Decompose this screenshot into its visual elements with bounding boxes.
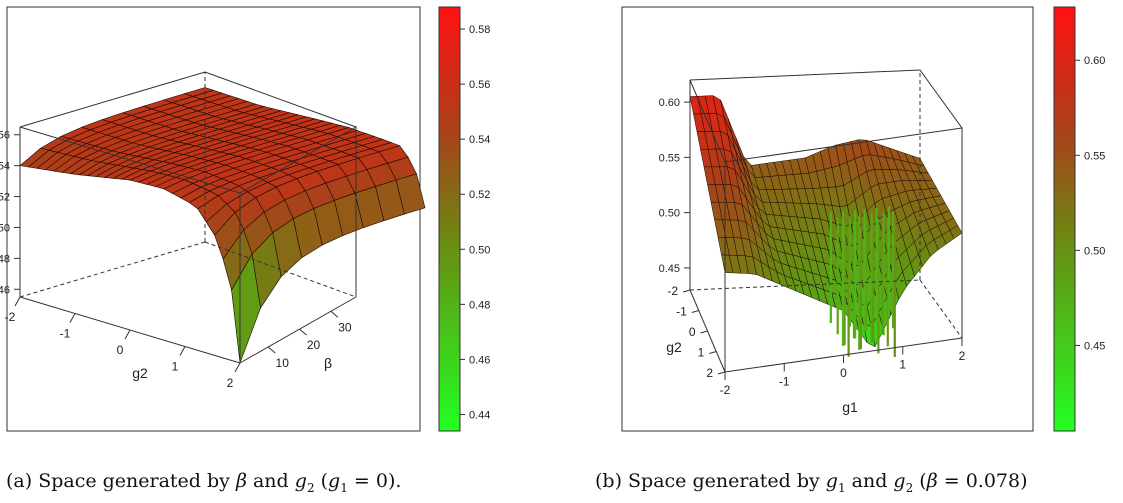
caption-a-cond-var: g	[328, 470, 341, 492]
caption-b-cond-var: β	[926, 470, 938, 492]
colorbar-a-tick-label-5: 0.54	[469, 134, 490, 146]
y-axis-label-a: β	[324, 355, 332, 371]
y-tick-b-4	[717, 371, 726, 375]
caption-b-and: and	[851, 470, 888, 492]
caption-a-and: and	[252, 470, 289, 492]
caption-b-v2: g	[893, 470, 906, 492]
panel-a: -2 -1 0 1 2 g2 10 20 30 β 0.46 0.48 0.50 0.52 0.54 0.56…	[0, 6, 490, 432]
caption-b-v2-sub: 2	[905, 480, 914, 495]
caption-b: (b) Space generated by g1 and g2 (β = 0.…	[595, 470, 1028, 495]
y-tick-b-2	[700, 330, 708, 334]
colorbar-a-tick-label-4: 0.52	[469, 189, 490, 201]
colorbar-b-tick-label-0: 0.45	[1084, 340, 1105, 352]
surface-facet	[231, 253, 261, 364]
z-tick-label-a-4: 0.54	[0, 161, 10, 173]
z-tick-label-a-3: 0.52	[0, 192, 10, 204]
y-tick-b-3	[709, 351, 717, 354]
z-tick-label-a-0: 0.46	[0, 284, 10, 296]
colorbar-b: 0.45 0.50 0.55 0.60	[1053, 6, 1105, 432]
x-tick-label-a-3: 1	[172, 360, 179, 374]
colorbar-a-tick-label-6: 0.56	[469, 79, 490, 91]
x-tick-label-b-1: -1	[779, 375, 790, 389]
x-tick-a-3	[179, 346, 186, 356]
caption-b-label: (b) Space generated by	[595, 470, 820, 492]
y-tick-label-b-2: 0	[689, 325, 696, 339]
z-tick-label-a-2: 0.50	[0, 222, 10, 234]
z-tick-label-b-1: 0.50	[659, 208, 680, 220]
box-edge	[239, 296, 357, 364]
surface-b	[689, 95, 963, 358]
caption-a-cond-rest: = 0).	[353, 470, 402, 492]
z-tick-label-b-2: 0.55	[659, 152, 680, 164]
y-tick-label-b-0: -2	[667, 284, 678, 298]
z-tick-label-b-0: 0.45	[659, 263, 680, 275]
caption-a-cond-sub: 1	[340, 480, 348, 495]
y-tick-b-0	[682, 289, 691, 293]
x-tick-a-4	[234, 362, 241, 373]
caption-b-cond-rest: = 0.078)	[943, 470, 1028, 492]
caption-b-v1: g	[825, 470, 838, 492]
y-tick-a-0	[267, 346, 276, 354]
y-tick-a-1	[299, 328, 307, 336]
x-tick-label-a-2: 0	[117, 343, 124, 357]
x-tick-label-a-1: -1	[60, 327, 71, 341]
box-top	[19, 71, 358, 194]
y-tick-a-2	[330, 310, 339, 318]
caption-a-v2-sub: 2	[306, 480, 315, 495]
surface-a	[19, 87, 426, 364]
x-tick-label-b-4: 2	[959, 349, 966, 363]
y-tick-label-a-0: 10	[276, 356, 290, 370]
z-tick-label-a-5: 0.56	[0, 130, 10, 142]
x-tick-label-b-2: 0	[840, 366, 847, 380]
caption-a-label: (a) Space generated by	[6, 470, 230, 492]
x-axis-label-b: g1	[842, 399, 858, 415]
colorbar-a-tick-label-2: 0.48	[469, 299, 490, 311]
caption-a-v2: g	[294, 470, 307, 492]
caption-a: (a) Space generated by β and g2 (g1 = 0)…	[6, 470, 401, 495]
colorbar-a-tick-label-1: 0.46	[469, 354, 490, 366]
x-tick-label-b-3: 1	[899, 358, 906, 372]
z-tick-label-b-3: 0.60	[659, 97, 680, 109]
y-tick-label-a-2: 30	[338, 320, 352, 334]
box-edge-hidden	[204, 241, 357, 298]
x-tick-label-a-0: -2	[5, 310, 16, 324]
y-tick-label-b-1: -1	[676, 305, 687, 319]
x-tick-a-0	[14, 296, 21, 307]
x-tick-a-1	[69, 313, 76, 323]
caption-b-v1-sub: 1	[837, 480, 846, 495]
x-tick-label-a-4: 2	[227, 376, 234, 390]
colorbar-a: 0.44 0.46 0.48 0.50 0.52 0.54 0.56 0.58	[438, 6, 490, 432]
y-tick-label-a-1: 20	[307, 338, 321, 352]
box-top	[689, 69, 963, 163]
x-tick-a-2	[124, 329, 131, 340]
y-tick-label-b-3: 1	[698, 346, 705, 360]
colorbar-a-tick-label-7: 0.58	[469, 24, 490, 36]
colorbar-b-tick-label-1: 0.50	[1084, 245, 1105, 257]
caption-a-cond-open: (	[320, 470, 329, 492]
z-tick-label-a-1: 0.48	[0, 253, 10, 265]
box-edge-hidden	[689, 279, 921, 291]
colorbar-a-tick-label-3: 0.50	[469, 244, 490, 256]
colorbar-b-tick-label-2: 0.55	[1084, 150, 1105, 162]
axes-a: -2 -1 0 1 2 g2 10 20 30 β 0.46 0.48 0.50 0.52 0.54 0.56	[0, 71, 358, 390]
y-tick-label-b-4: 2	[706, 366, 713, 380]
caption-b-cond-open: (	[919, 470, 927, 492]
colorbar-a-tick-label-0: 0.44	[469, 409, 490, 421]
box-edge-hidden	[919, 279, 963, 339]
colorbar-gradient-b	[1053, 6, 1076, 432]
colorbar-gradient-a	[438, 6, 461, 432]
x-tick-label-b-0: -2	[720, 383, 731, 397]
x-axis-label-a: g2	[132, 365, 148, 381]
y-axis-label-b: g2	[666, 339, 682, 355]
colorbar-b-tick-label-3: 0.60	[1084, 55, 1105, 67]
y-tick-b-1	[691, 310, 699, 313]
caption-a-v1: β	[235, 470, 247, 492]
